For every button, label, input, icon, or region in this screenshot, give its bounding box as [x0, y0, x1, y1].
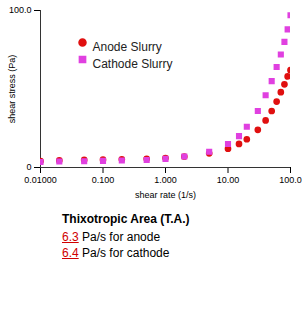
svg-text:shear stress (Pa): shear stress (Pa) — [7, 55, 17, 124]
svg-text:100.0: 100.0 — [279, 175, 302, 185]
html-text:Thixotropic Area (T.A.): Thixotropic Area (T.A.) — [62, 212, 190, 226]
svg-text:0.01000: 0.01000 — [24, 175, 57, 185]
svg-text:0.100: 0.100 — [92, 175, 115, 185]
html-text:6.4 Pa/s for cathode: 6.4 Pa/s for cathode — [62, 246, 170, 260]
html-text:6.3 Pa/s for anode: 6.3 Pa/s for anode — [62, 230, 161, 244]
svg-text:0: 0 — [26, 162, 31, 172]
svg-text:100.0: 100.0 — [9, 5, 32, 15]
svg-text:Cathode Slurry: Cathode Slurry — [93, 57, 173, 71]
svg-text:Anode Slurry: Anode Slurry — [93, 40, 162, 54]
svg-text:shear rate (1/s): shear rate (1/s) — [135, 190, 196, 200]
svg-text:10.00: 10.00 — [217, 175, 240, 185]
svg-text:1.000: 1.000 — [154, 175, 177, 185]
